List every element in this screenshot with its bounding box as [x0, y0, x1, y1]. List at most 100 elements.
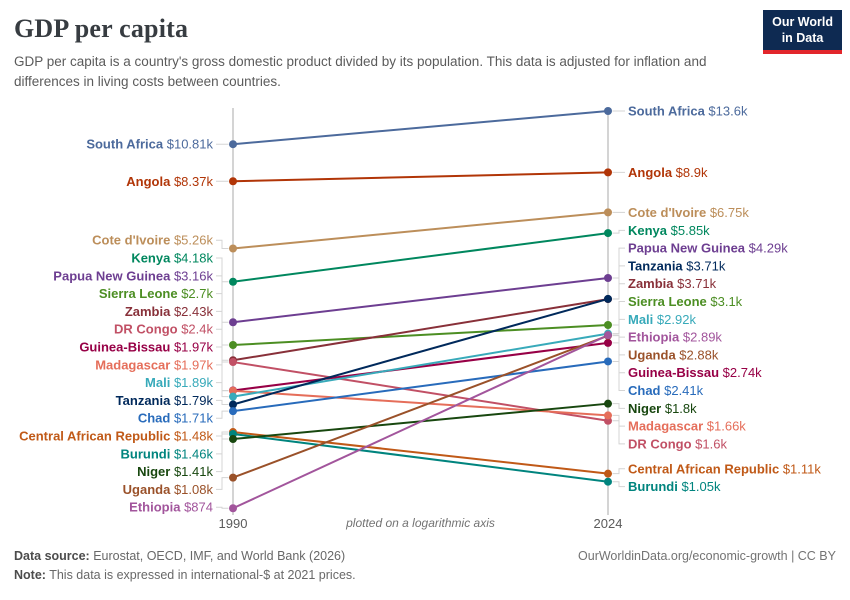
- series-label-start[interactable]: Niger $1.41k: [137, 464, 213, 479]
- label-connector-right: [612, 468, 625, 475]
- series-dot-end[interactable]: [604, 338, 612, 347]
- series-dot-end[interactable]: [604, 477, 612, 486]
- series-label-end[interactable]: Tanzania $3.71k: [628, 258, 726, 273]
- series-dot-end[interactable]: [604, 273, 612, 282]
- series-label-end[interactable]: Central African Republic $1.11k: [628, 461, 821, 476]
- series-dot-end[interactable]: [604, 229, 612, 238]
- series-label-end[interactable]: Madagascar $1.66k: [628, 419, 746, 434]
- series-dot-end[interactable]: [604, 208, 612, 217]
- series-dot-start[interactable]: [229, 400, 237, 409]
- series-label-start[interactable]: Tanzania $1.79k: [116, 393, 214, 408]
- owid-logo-line2: in Data: [781, 30, 824, 45]
- series-line[interactable]: [232, 110, 609, 146]
- series-label-end[interactable]: Ethiopia $2.89k: [628, 330, 722, 345]
- series-label-start[interactable]: Chad $1.71k: [138, 411, 214, 426]
- label-connector-right: [612, 335, 625, 356]
- series-label-end[interactable]: South Africa $13.6k: [628, 104, 748, 119]
- series-line[interactable]: [232, 360, 609, 413]
- series-line[interactable]: [232, 298, 609, 362]
- series-label-start[interactable]: DR Congo $2.4k: [114, 322, 213, 337]
- series-label-end[interactable]: Chad $2.41k: [628, 383, 704, 398]
- series-line[interactable]: [232, 389, 609, 417]
- series-dot-start[interactable]: [229, 435, 237, 444]
- series-dot-start[interactable]: [229, 140, 237, 149]
- series-line[interactable]: [232, 341, 609, 392]
- series-dot-start[interactable]: [229, 244, 237, 253]
- series-label-start[interactable]: Madagascar $1.97k: [95, 357, 213, 372]
- series-dot-end[interactable]: [604, 469, 612, 478]
- owid-logo[interactable]: Our World in Data: [763, 10, 842, 55]
- series-dot-end[interactable]: [604, 294, 612, 303]
- series-label-end[interactable]: Sierra Leone $3.1k: [628, 294, 743, 309]
- series-label-start[interactable]: Burundi $1.46k: [121, 446, 214, 461]
- page-title: GDP per capita: [14, 14, 189, 43]
- series-label-start[interactable]: Ethiopia $874: [129, 500, 213, 515]
- label-connector-right: [612, 265, 625, 300]
- series-dot-start[interactable]: [229, 392, 237, 401]
- source-label: Data source:: [14, 549, 90, 563]
- series-label-start[interactable]: Central African Republic $1.48k: [19, 429, 213, 444]
- series-label-end[interactable]: Kenya $5.85k: [628, 223, 710, 238]
- series-dot-start[interactable]: [229, 504, 237, 513]
- series-dot-end[interactable]: [604, 107, 612, 115]
- series-label-end[interactable]: DR Congo $1.6k: [628, 436, 727, 451]
- series-label-start[interactable]: Mali $1.89k: [145, 375, 213, 390]
- label-connector-right: [612, 414, 625, 427]
- series-label-end[interactable]: Mali $2.92k: [628, 312, 696, 327]
- series-dot-start[interactable]: [229, 358, 237, 367]
- series-line[interactable]: [232, 334, 609, 479]
- series-dot-end[interactable]: [604, 411, 612, 420]
- series-label-start[interactable]: Angola $8.37k: [126, 174, 213, 189]
- series-dot-end[interactable]: [604, 321, 612, 330]
- series-dot-start[interactable]: [229, 177, 237, 186]
- series-dot-start[interactable]: [229, 341, 237, 350]
- series-line[interactable]: [232, 297, 609, 406]
- series-label-end[interactable]: Uganda $2.88k: [628, 347, 719, 362]
- series-line[interactable]: [232, 276, 609, 324]
- series-label-start[interactable]: Cote d'Ivoire $5.26k: [92, 233, 213, 248]
- label-connector-left: [216, 257, 229, 283]
- series-label-start[interactable]: Kenya $4.18k: [131, 251, 213, 266]
- series-label-end[interactable]: Burundi $1.05k: [628, 479, 721, 494]
- series-dot-start[interactable]: [229, 407, 237, 416]
- series-label-start[interactable]: South Africa $10.81k: [86, 137, 213, 152]
- series-label-end[interactable]: Niger $1.8k: [628, 401, 697, 416]
- series-label-end[interactable]: Cote d'Ivoire $6.75k: [628, 205, 749, 220]
- label-connector-left: [216, 382, 229, 398]
- note-label: Note:: [14, 567, 46, 582]
- series-line[interactable]: [232, 211, 609, 250]
- series-line[interactable]: [232, 334, 609, 510]
- series-line[interactable]: [232, 171, 609, 183]
- series-label-end[interactable]: Zambia $3.71k: [628, 276, 717, 291]
- label-connector-left: [216, 438, 229, 473]
- footer-link[interactable]: OurWorldinData.org/economic-growth | CC …: [578, 549, 836, 563]
- series-label-start[interactable]: Uganda $1.08k: [123, 482, 214, 497]
- label-connector-left: [216, 239, 229, 249]
- series-dot-end[interactable]: [604, 399, 612, 408]
- series-line[interactable]: [232, 431, 609, 475]
- label-connector-left: [216, 506, 229, 509]
- series-label-end[interactable]: Angola $8.9k: [628, 165, 708, 180]
- series-label-start[interactable]: Papua New Guinea $3.16k: [53, 268, 213, 283]
- series-dot-end[interactable]: [604, 331, 612, 340]
- label-connector-right: [612, 403, 625, 409]
- series-label-start[interactable]: Guinea-Bissau $1.97k: [79, 340, 213, 355]
- label-connector-left: [216, 328, 229, 363]
- series-line[interactable]: [232, 232, 609, 283]
- series-label-start[interactable]: Zambia $2.43k: [125, 304, 214, 319]
- x-axis-label-end: 2024: [594, 516, 623, 531]
- series-dot-start[interactable]: [229, 386, 237, 395]
- series-dot-start[interactable]: [229, 277, 237, 286]
- series-line[interactable]: [232, 432, 609, 483]
- series-label-start[interactable]: Sierra Leone $2.7k: [99, 286, 214, 301]
- series-line[interactable]: [232, 324, 609, 347]
- series-label-end[interactable]: Guinea-Bissau $2.74k: [628, 365, 762, 380]
- label-connector-right: [612, 301, 625, 326]
- series-dot-end[interactable]: [604, 357, 612, 366]
- series-dot-start[interactable]: [229, 473, 237, 482]
- series-dot-end[interactable]: [604, 168, 612, 177]
- x-axis-label-start: 1990: [219, 516, 248, 531]
- series-dot-start[interactable]: [229, 318, 237, 327]
- series-label-end[interactable]: Papua New Guinea $4.29k: [628, 241, 788, 256]
